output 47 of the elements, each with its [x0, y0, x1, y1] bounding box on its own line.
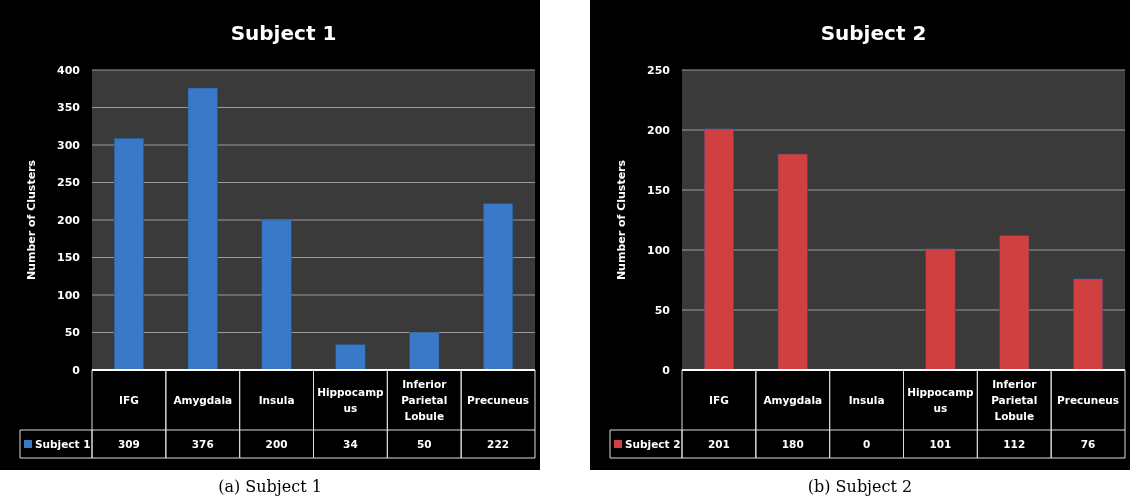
data-label: 101	[929, 437, 952, 450]
x-tick-label: Hippocampus	[317, 385, 385, 414]
data-label: 376	[191, 437, 214, 450]
y-axis-title: Number of Clusters	[25, 159, 38, 281]
data-label: 50	[416, 437, 432, 450]
legend-label: Subject 2	[625, 437, 681, 450]
y-tick-label: 400	[57, 63, 81, 77]
data-label: 112	[1003, 437, 1026, 450]
text: (b) Subject 2	[807, 477, 913, 496]
y-tick-label: 100	[57, 288, 81, 302]
chart-title: Subject 2	[820, 21, 927, 45]
y-tick-label: 350	[57, 101, 81, 115]
x-tick-label: Precuneus	[467, 393, 530, 406]
y-tick-label: 50	[64, 326, 81, 340]
y-tick-label: 150	[57, 251, 81, 265]
y-tick-label: 200	[57, 213, 81, 227]
x-tick-label: Hippocampus	[907, 385, 975, 414]
y-tick-label: 300	[57, 138, 81, 152]
x-tick-label: Precuneus	[1057, 393, 1120, 406]
text: (a) Subject 1	[218, 477, 322, 496]
y-axis-title: Number of Clusters	[615, 159, 628, 281]
y-tick-label: 150	[647, 183, 671, 197]
data-label: 76	[1080, 437, 1096, 450]
x-tick-label: Inferior Parietal Lobule	[991, 377, 1038, 422]
y-tick-label: 100	[647, 243, 671, 257]
y-tick-label: 0	[662, 363, 671, 377]
x-tick-label: Insula	[848, 393, 885, 406]
data-label: 222	[487, 437, 510, 450]
data-label: 180	[781, 437, 804, 450]
data-label: 0	[862, 437, 871, 450]
y-tick-label: 200	[647, 123, 671, 137]
y-tick-label: 50	[654, 303, 671, 317]
y-tick-label: 250	[57, 176, 81, 190]
x-tick-label: Amygdala	[173, 393, 233, 406]
legend-label: Subject 1	[35, 437, 91, 450]
data-label: 34	[343, 437, 358, 450]
data-label: 200	[265, 437, 288, 450]
x-tick-label: Insula	[258, 393, 295, 406]
x-tick-label: IFG	[709, 393, 729, 406]
data-label: 201	[707, 437, 730, 450]
chart-title: Subject 1	[230, 21, 337, 45]
y-tick-label: 250	[647, 63, 671, 77]
x-tick-label: Inferior Parietal Lobule	[401, 377, 448, 422]
x-tick-label: Amygdala	[763, 393, 823, 406]
x-tick-label: IFG	[119, 393, 139, 406]
data-label: 309	[117, 437, 140, 450]
y-tick-label: 0	[72, 363, 81, 377]
